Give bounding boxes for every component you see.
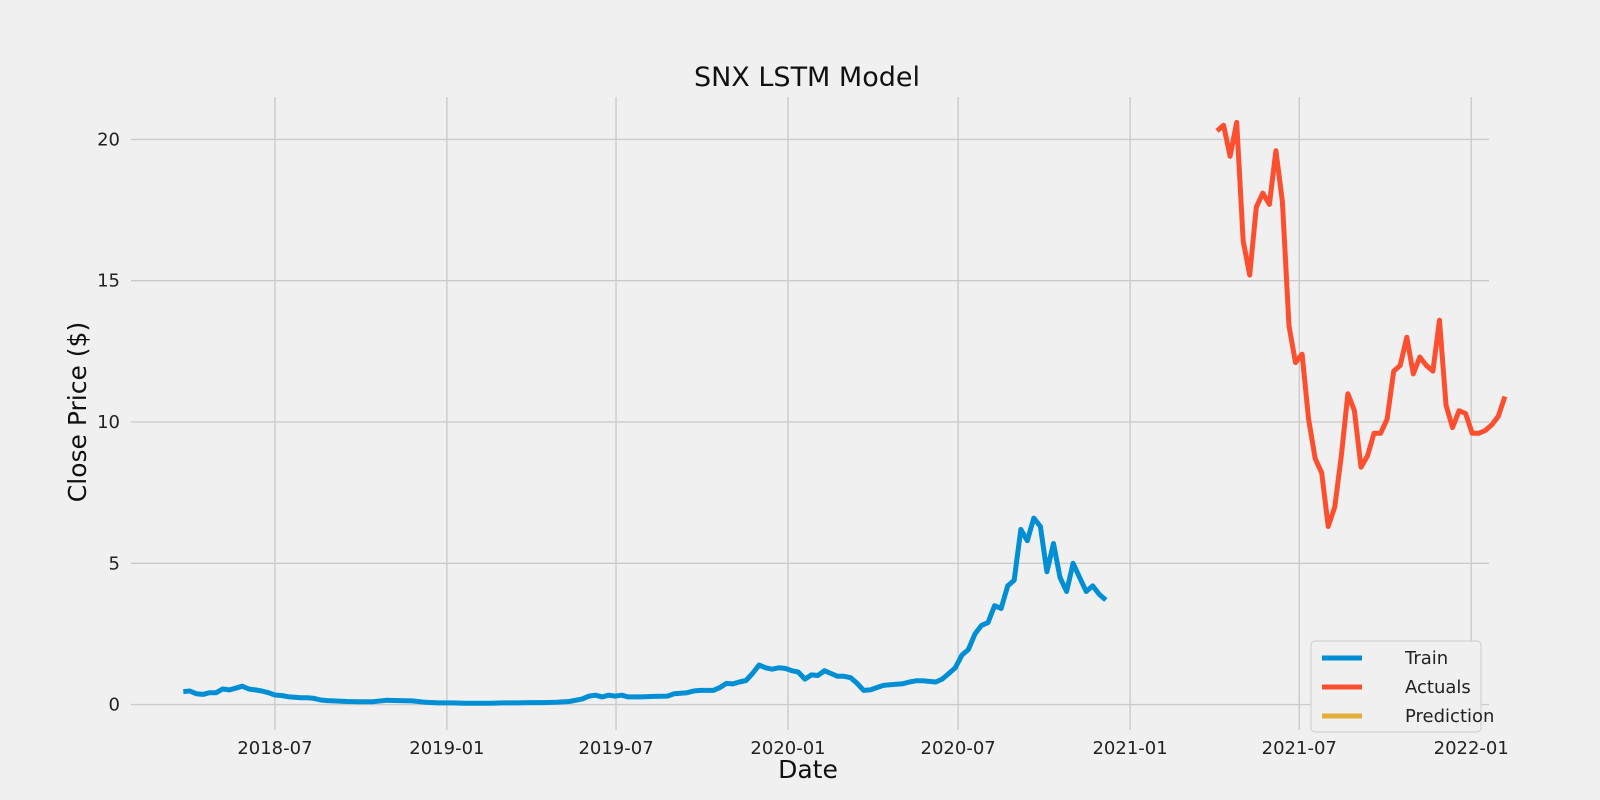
y-tick-label: 20 bbox=[97, 129, 120, 150]
x-tick-label: 2022-01 bbox=[1434, 738, 1509, 759]
series-layer bbox=[183, 119, 1508, 706]
x-tick-label: 2020-07 bbox=[921, 738, 996, 759]
legend: Train Actuals Prediction bbox=[1310, 640, 1494, 733]
legend-label: Train bbox=[1404, 648, 1448, 669]
y-tick-label: 5 bbox=[109, 553, 120, 574]
y-axis-title: Close Price ($) bbox=[63, 322, 92, 502]
x-tick-label: 2021-07 bbox=[1262, 738, 1337, 759]
y-tick-label: 15 bbox=[97, 271, 120, 292]
x-tick-label: 2019-07 bbox=[578, 738, 653, 759]
x-tick-label: 2018-07 bbox=[237, 738, 312, 759]
series-line-train bbox=[183, 515, 1108, 706]
legend-box bbox=[1310, 640, 1482, 733]
y-tick-label: 0 bbox=[109, 695, 120, 716]
x-tick-label: 2019-01 bbox=[409, 738, 484, 759]
series-line-actuals bbox=[1215, 119, 1508, 529]
chart-title: SNX LSTM Model bbox=[694, 62, 920, 93]
y-tick-label: 10 bbox=[97, 412, 120, 433]
x-axis-title: Date bbox=[778, 755, 838, 784]
x-tick-label: 2021-01 bbox=[1092, 738, 1167, 759]
x-tick-label: 2020-01 bbox=[750, 738, 825, 759]
legend-label: Prediction bbox=[1405, 706, 1494, 727]
grid bbox=[131, 97, 1489, 730]
tick-labels: 2018-07 2019-01 2019-07 2020-01 2020-07 2021-… bbox=[97, 129, 1509, 759]
legend-label: Actuals bbox=[1405, 677, 1471, 698]
